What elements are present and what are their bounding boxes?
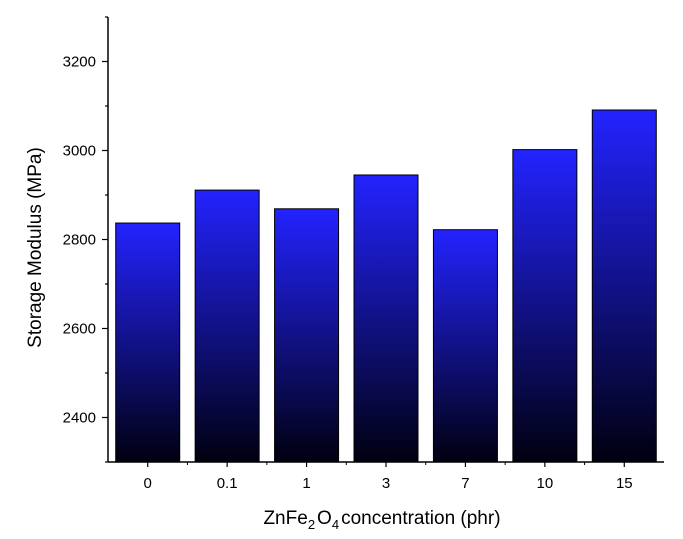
bar-3 xyxy=(353,174,419,463)
x-tick-label: 1 xyxy=(302,475,310,492)
x-label-text: ZnFe xyxy=(263,508,307,529)
y-tick-label: 3200 xyxy=(63,54,96,71)
bar-10 xyxy=(512,149,578,463)
x-label-subscript: 2 xyxy=(308,517,315,532)
y-tick-label: 2400 xyxy=(63,410,96,427)
y-tick-label: 2600 xyxy=(63,321,96,338)
x-tick-label: 0.1 xyxy=(217,475,238,492)
bars-group xyxy=(115,109,657,463)
y-tick-label: 2800 xyxy=(63,232,96,249)
bar-0.1 xyxy=(194,189,260,463)
x-label-text: O xyxy=(317,508,332,529)
x-label-subscript: 4 xyxy=(332,517,339,532)
bar-7 xyxy=(432,229,498,463)
x-axis-label: ZnFe2 O4 concentration (phr) xyxy=(263,508,500,532)
y-tick-label: 3000 xyxy=(63,143,96,160)
bar-15 xyxy=(591,109,657,463)
x-tick-label: 10 xyxy=(537,475,554,492)
bar-1 xyxy=(274,208,340,463)
x-tick-label: 0 xyxy=(144,475,152,492)
x-label-text: concentration (phr) xyxy=(341,508,500,529)
x-tick-label: 3 xyxy=(382,475,390,492)
bar-0 xyxy=(115,222,181,463)
x-tick-label: 7 xyxy=(461,475,469,492)
y-ticks-group: 2400 2600 2800 3000 3200 xyxy=(63,16,108,463)
y-axis-label: Storage Modulus (MPa) xyxy=(25,147,46,348)
x-ticks-group: 0 0.1 1 3 7 10 15 xyxy=(144,462,633,492)
x-tick-label: 15 xyxy=(616,475,633,492)
